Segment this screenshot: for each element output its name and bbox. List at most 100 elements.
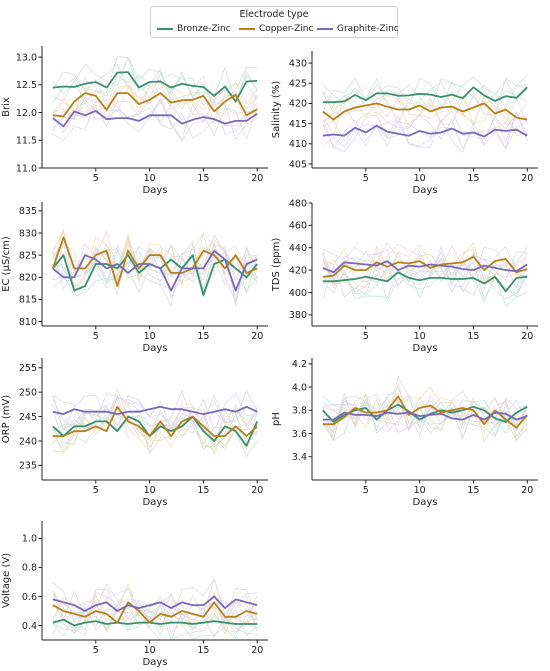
replicate-line (52, 603, 258, 640)
legend-swatch-copper-zinc (239, 28, 255, 30)
y-tick-label: 420 (289, 265, 307, 276)
x-tick-label: 15 (197, 331, 209, 342)
y-tick-label: 0.4 (22, 621, 37, 632)
y-tick-label: 420 (289, 99, 307, 110)
y-tick-label: 825 (19, 250, 37, 261)
y-tick-label: 430 (289, 58, 307, 69)
y-axis-label: EC (μS/cm) (1, 236, 12, 292)
y-tick-label: 380 (289, 310, 307, 321)
replicate-lines (322, 241, 528, 307)
y-tick-label: 1.0 (22, 534, 37, 545)
replicate-line (322, 393, 528, 441)
replicate-lines (52, 387, 258, 458)
replicate-line (52, 228, 258, 289)
series-line-copper-zinc (52, 405, 258, 438)
y-tick-label: 3.8 (292, 406, 307, 417)
replicate-line (52, 398, 258, 454)
y-axis-label: Brix (1, 97, 12, 117)
y-tick-label: 440 (289, 243, 307, 254)
replicate-line (52, 582, 258, 634)
replicate-line (322, 97, 528, 129)
replicate-line (52, 243, 258, 307)
y-tick-label: 12.5 (16, 80, 37, 91)
legend-title: Electrode type (239, 9, 309, 20)
y-tick-label: 810 (19, 317, 37, 328)
y-tick-label: 0.6 (22, 592, 37, 603)
x-tick-label: 15 (467, 485, 479, 496)
replicate-line (322, 78, 528, 113)
y-tick-label: 835 (19, 206, 37, 217)
replicate-line (322, 382, 528, 441)
x-tick-label: 5 (363, 485, 369, 496)
y-tick-label: 4.0 (292, 382, 307, 393)
x-axis-label: Days (413, 343, 438, 354)
x-tick-label: 5 (93, 645, 99, 656)
x-tick-label: 10 (144, 485, 156, 496)
x-tick-label: 5 (93, 485, 99, 496)
y-tick-label: 3.4 (292, 452, 307, 463)
y-tick-label: 400 (289, 288, 307, 299)
series-line-graphite-zinc (322, 124, 528, 138)
replicate-line (52, 595, 258, 636)
x-tick-label: 5 (363, 173, 369, 184)
replicate-line (322, 391, 528, 439)
replicate-line (52, 594, 258, 634)
replicate-line (52, 404, 258, 455)
chart-voltage-v: 5 10 15 20 0.4 0.6 0.8 1.0 Days Voltage (V) (1, 521, 268, 668)
y-tick-label: 250 (19, 387, 37, 398)
chart-orp-mv: 5 10 15 20 235 240 245 250 255 Days ORP (mV) (1, 358, 268, 508)
replicate-lines (322, 376, 528, 442)
series-line-graphite-zinc (322, 260, 528, 274)
y-tick-label: 830 (19, 228, 37, 239)
y-axis-label: ORP (mV) (1, 395, 12, 444)
x-tick-label: 20 (251, 485, 263, 496)
series-line-graphite-zinc (52, 249, 258, 292)
legend-label-bronze-zinc: Bronze-Zinc (177, 24, 231, 34)
x-tick-label: 15 (467, 331, 479, 342)
replicate-line (52, 234, 258, 290)
legend-entries: Bronze-Zinc Copper-Zinc Graphite-Zinc (157, 23, 399, 35)
x-tick-label: 20 (251, 173, 263, 184)
replicate-line (322, 399, 528, 432)
x-axis-label: Days (143, 497, 168, 508)
y-tick-label: 0.8 (22, 563, 37, 574)
replicate-line (322, 114, 528, 153)
y-tick-label: 4.2 (292, 359, 307, 370)
series-line-bronze-zinc (322, 271, 528, 293)
legend-item-graphite-zinc: Graphite-Zinc (317, 23, 399, 35)
x-tick-label: 15 (197, 173, 209, 184)
y-tick-label: 425 (289, 79, 307, 90)
legend-label-graphite-zinc: Graphite-Zinc (337, 24, 399, 34)
series-line-bronze-zinc (322, 403, 528, 423)
y-tick-label: 410 (289, 139, 307, 150)
replicate-line (322, 263, 528, 307)
y-tick-label: 13.0 (16, 52, 37, 63)
replicate-line (322, 244, 528, 290)
replicate-line (322, 261, 528, 302)
replicate-line (322, 111, 528, 153)
y-tick-label: 12.0 (16, 108, 37, 119)
replicate-line (322, 110, 528, 147)
chart-ph: 5 10 15 20 3.4 3.6 3.8 4.0 4.2 Days pH (271, 358, 538, 508)
x-tick-label: 15 (197, 485, 209, 496)
series-line-bronze-zinc (322, 86, 528, 104)
chart-brix: 5 10 15 20 11.0 11.5 12.0 12.5 13.0 Days Brix (1, 46, 268, 196)
x-tick-label: 5 (363, 331, 369, 342)
replicate-lines (322, 74, 528, 153)
x-tick-label: 20 (521, 485, 533, 496)
replicate-line (52, 85, 258, 124)
series-line-bronze-zinc (52, 71, 258, 103)
replicate-line (322, 77, 528, 117)
series-line-copper-zinc (52, 92, 258, 118)
replicate-line (52, 582, 258, 623)
replicate-line (322, 386, 528, 441)
x-tick-label: 20 (251, 645, 263, 656)
replicate-line (322, 395, 528, 442)
x-tick-label: 20 (521, 331, 533, 342)
replicate-line (52, 99, 258, 143)
x-tick-label: 10 (414, 485, 426, 496)
y-tick-label: 255 (19, 363, 37, 374)
replicate-line (52, 56, 258, 107)
legend-item-copper-zinc: Copper-Zinc (239, 23, 313, 35)
replicate-line (322, 263, 528, 294)
